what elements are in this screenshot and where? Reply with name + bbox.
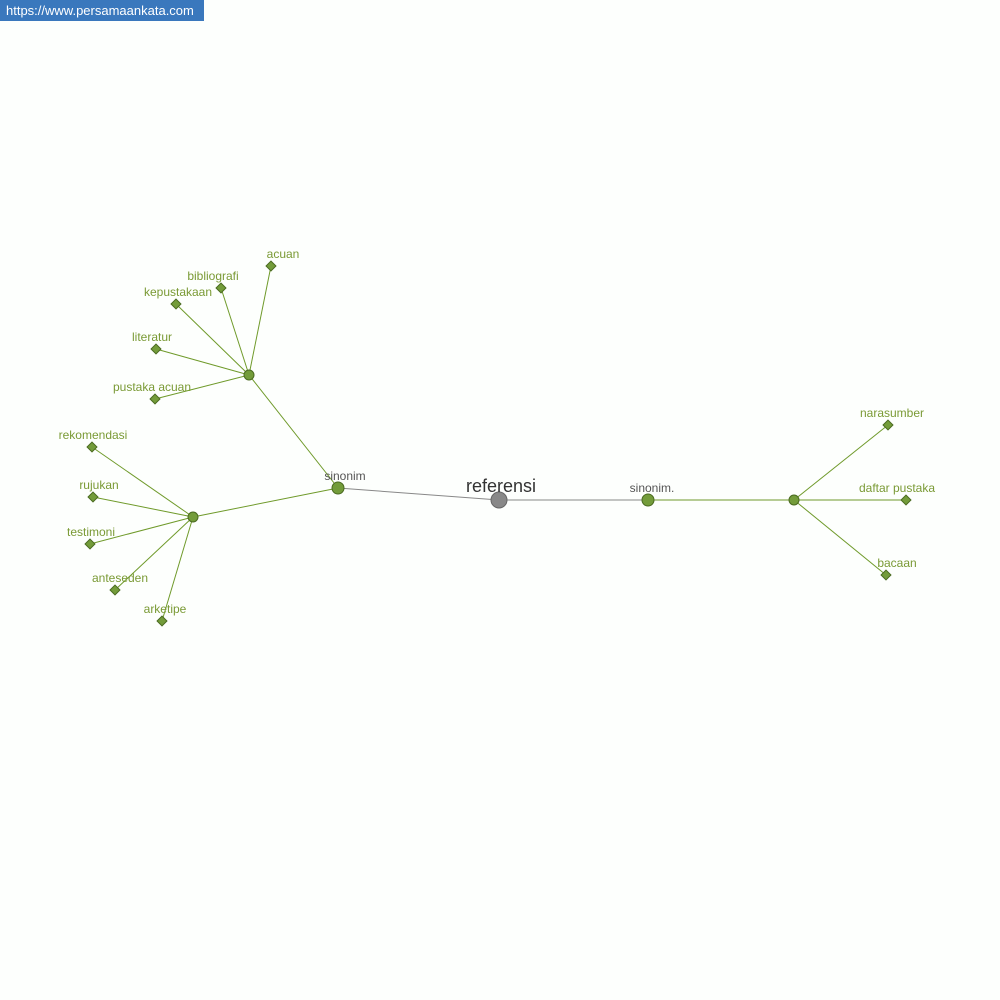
edge-hub-leaf [161,516,194,622]
edge-hub-leaf [114,516,194,591]
leaf-node [109,584,121,596]
leaf-node [150,343,162,355]
leaf-node [170,298,182,310]
edge-hub-leaf [793,499,887,576]
synonym-label: narasumber [860,406,924,420]
branch-node [331,481,345,495]
leaf-node [880,569,892,581]
synonym-label: daftar pustaka [859,481,935,495]
branch-label: sinonim [324,469,365,483]
edge-hub-leaf [91,446,194,518]
synonym-label: rekomendasi [59,428,128,442]
edge-hub-leaf [793,424,889,501]
synonym-label: arketipe [144,602,187,616]
edge-branch-hub [192,487,339,518]
edge-hub-leaf [220,287,250,376]
synonym-label: literatur [132,330,172,344]
edge-hub-leaf [248,265,272,376]
leaf-node [84,538,96,550]
edge-branch-hub [248,374,339,489]
branch-node [641,493,655,507]
leaf-node [900,494,912,506]
leaf-node [265,260,277,272]
synonym-label: pustaka acuan [113,380,191,394]
edges [89,265,906,622]
hub-node [187,511,199,523]
leaf-node [882,419,894,431]
root-label: referensi [466,476,536,496]
synonym-label: kepustakaan [144,285,212,299]
synonym-label: rujukan [79,478,118,492]
edge-root-branch [337,487,500,501]
edge-hub-leaf [89,516,194,545]
edge-hub-leaf [92,496,194,518]
nodes [84,260,912,627]
site-url-badge[interactable]: https://www.persamaankata.com [0,0,204,21]
hub-node [243,369,255,381]
synonym-label: acuan [267,247,300,261]
labels: sinonim acuan bibliografi kepustakaan litera… [59,247,936,616]
edge-hub-leaf [155,348,250,376]
leaf-node [215,282,227,294]
leaf-node [86,441,98,453]
hub-node [788,494,800,506]
branch-label: sinonim. [630,481,675,495]
leaf-node [156,615,168,627]
synonym-label: anteseden [92,571,148,585]
root-node [490,491,508,509]
synonym-label: bibliografi [187,269,238,283]
synonym-label: bacaan [877,556,916,570]
edge-hub-leaf [175,303,250,376]
leaf-node [149,393,161,405]
synonym-label: testimoni [67,525,115,539]
edge-hub-leaf [154,374,250,400]
leaf-node [87,491,99,503]
